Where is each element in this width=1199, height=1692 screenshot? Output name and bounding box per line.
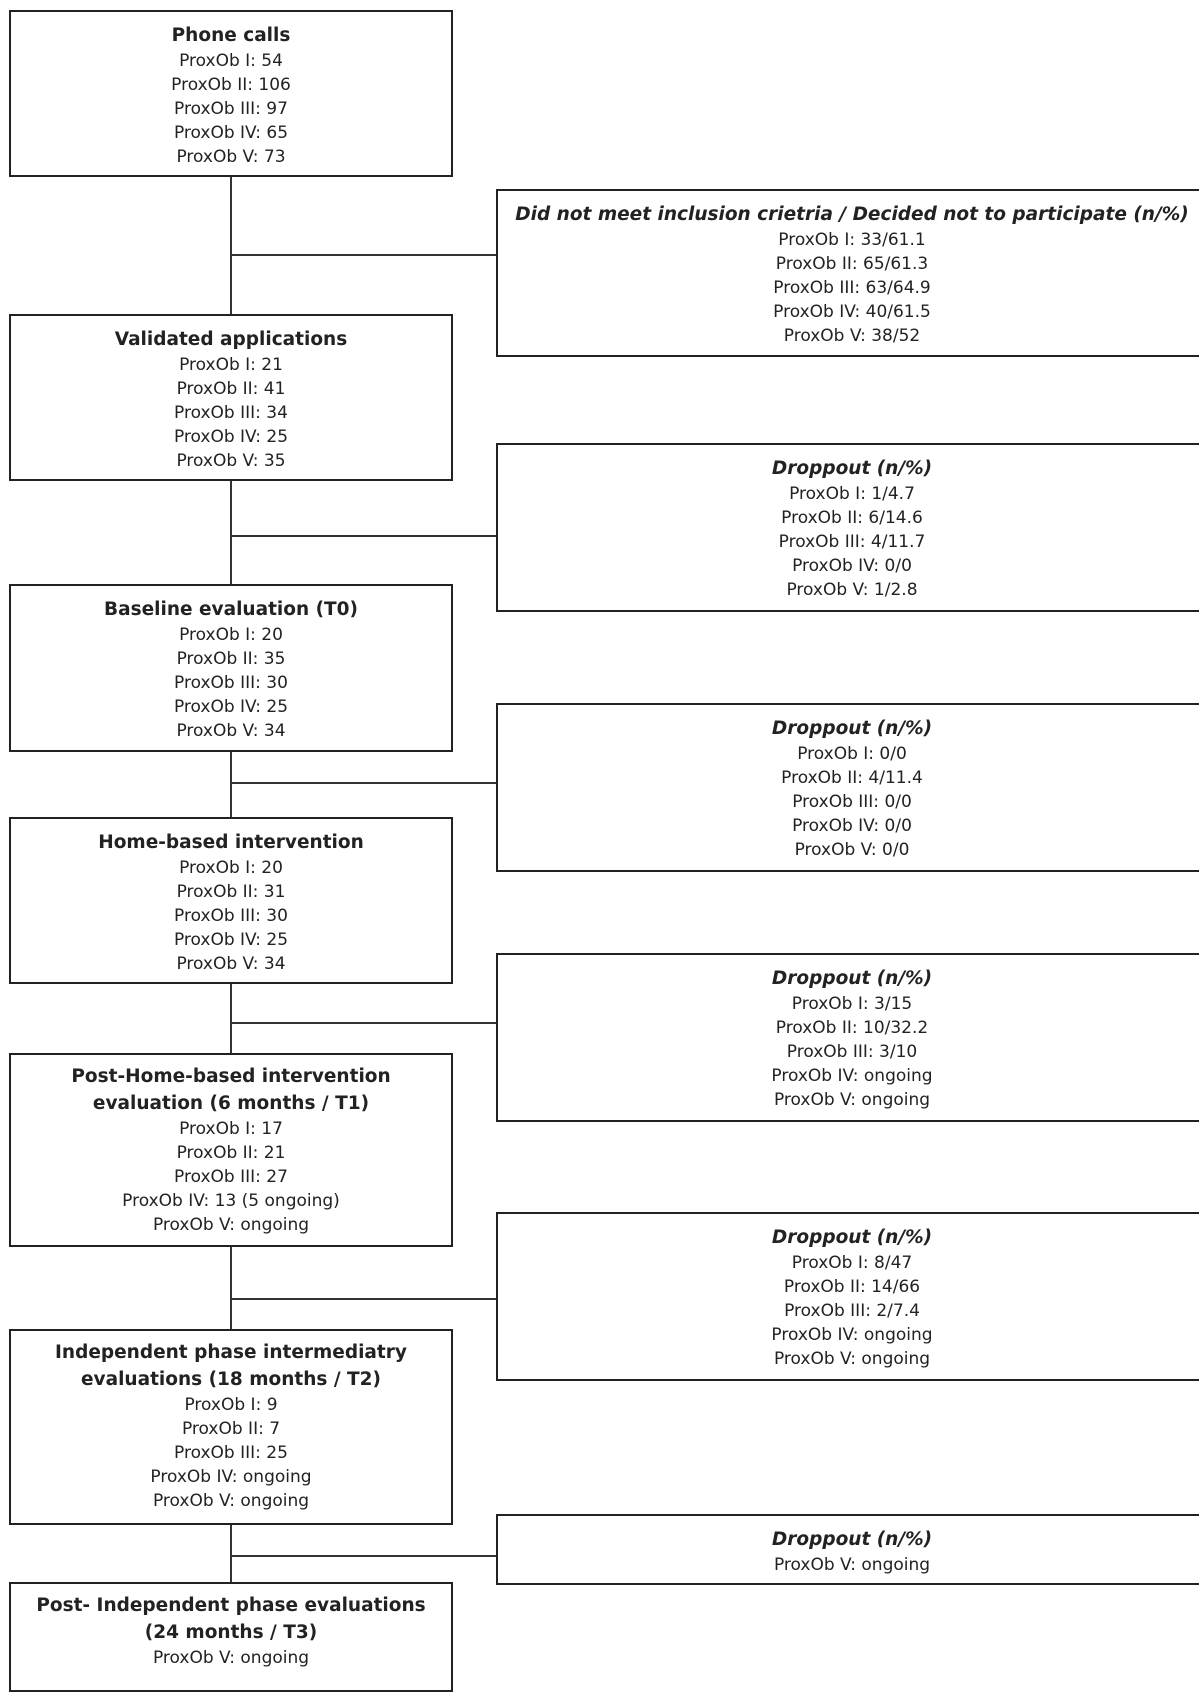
box-line: ProxOb V: ongoing bbox=[773, 1349, 931, 1369]
connector-line bbox=[230, 254, 497, 256]
dropout-box: Droppout (n/%) ProxOb I: 1/4.7 ProxOb II… bbox=[496, 443, 1199, 612]
box-line: ProxOb I: 1/4.7 bbox=[789, 484, 915, 504]
connector-line bbox=[230, 480, 232, 584]
intermediary-evaluations-box: Independent phase intermediatry evaluati… bbox=[9, 1329, 453, 1525]
box-line: ProxOb II: 6/14.6 bbox=[781, 508, 923, 528]
box-line: ProxOb II: 41 bbox=[176, 379, 286, 399]
box-line: ProxOb I: 20 bbox=[179, 858, 283, 878]
exclusion-box: Did not meet inclusion crietria / Decide… bbox=[496, 189, 1199, 357]
box-line: ProxOb IV: ongoing bbox=[771, 1066, 933, 1086]
post-intervention-evaluation-box: Post-Home-based intervention evaluation … bbox=[9, 1053, 453, 1247]
box-title: Droppout (n/%) bbox=[771, 1227, 933, 1248]
box-line: ProxOb II: 65/61.3 bbox=[775, 254, 929, 274]
box-line: ProxOb V: 34 bbox=[176, 721, 286, 741]
box-line: ProxOb IV: 25 bbox=[173, 427, 289, 447]
box-line: ProxOb II: 10/32.2 bbox=[775, 1018, 929, 1038]
box-line: ProxOb IV: 13 (5 ongoing) bbox=[122, 1191, 340, 1211]
connector-line bbox=[230, 1555, 497, 1557]
box-line: ProxOb III: 30 bbox=[174, 673, 288, 693]
box-line: ProxOb V: 1/2.8 bbox=[786, 580, 918, 600]
box-line: ProxOb III: 97 bbox=[174, 99, 288, 119]
box-line: ProxOb V: 35 bbox=[176, 451, 286, 471]
connector-line bbox=[230, 535, 497, 537]
box-line: ProxOb I: 17 bbox=[179, 1119, 283, 1139]
box-line: ProxOb I: 8/47 bbox=[791, 1253, 913, 1273]
box-line: ProxOb IV: 65 bbox=[173, 123, 289, 143]
connector-line bbox=[230, 1298, 497, 1300]
box-line: ProxOb I: 20 bbox=[179, 625, 283, 645]
box-line: ProxOb V: ongoing bbox=[773, 1555, 931, 1575]
validated-applications-box: Validated applications ProxOb I: 21 Prox… bbox=[9, 314, 453, 481]
box-title: Droppout (n/%) bbox=[771, 718, 933, 739]
box-line: ProxOb V: ongoing bbox=[152, 1215, 310, 1235]
box-line: ProxOb IV: 25 bbox=[173, 697, 289, 717]
box-title: Droppout (n/%) bbox=[771, 458, 933, 479]
box-line: ProxOb III: 34 bbox=[174, 403, 288, 423]
box-title: Home-based intervention bbox=[98, 832, 364, 853]
box-title: Droppout (n/%) bbox=[771, 1529, 933, 1550]
box-line: ProxOb IV: 0/0 bbox=[792, 556, 912, 576]
box-title: Phone calls bbox=[171, 25, 291, 46]
connector-line bbox=[230, 1524, 232, 1583]
box-line: ProxOb II: 21 bbox=[176, 1143, 286, 1163]
box-line: ProxOb III: 0/0 bbox=[792, 792, 912, 812]
box-line: ProxOb IV: 0/0 bbox=[792, 816, 912, 836]
box-line: ProxOb V: 38/52 bbox=[783, 326, 921, 346]
box-line: ProxOb I: 33/61.1 bbox=[778, 230, 926, 250]
connector-line bbox=[230, 1246, 232, 1330]
box-line: ProxOb III: 4/11.7 bbox=[778, 532, 926, 552]
box-line: ProxOb I: 0/0 bbox=[797, 744, 907, 764]
box-line: ProxOb V: ongoing bbox=[152, 1648, 310, 1668]
box-line: ProxOb II: 14/66 bbox=[783, 1277, 921, 1297]
box-line: ProxOb V: ongoing bbox=[152, 1491, 310, 1511]
box-title: Did not meet inclusion crietria / Decide… bbox=[515, 204, 1189, 225]
dropout-box: Droppout (n/%) ProxOb I: 0/0 ProxOb II: … bbox=[496, 703, 1199, 872]
connector-line bbox=[230, 1022, 497, 1024]
box-title: Post-Home-based intervention evaluation … bbox=[71, 1066, 391, 1114]
phone-calls-box: Phone calls ProxOb I: 54 ProxOb II: 106 … bbox=[9, 10, 453, 177]
box-line: ProxOb V: 73 bbox=[176, 147, 286, 167]
connector-line bbox=[230, 176, 232, 315]
post-independent-evaluations-box: Post- Independent phase evaluations (24 … bbox=[9, 1582, 453, 1692]
box-line: ProxOb II: 7 bbox=[181, 1419, 281, 1439]
box-line: ProxOb III: 30 bbox=[174, 906, 288, 926]
box-line: ProxOb II: 4/11.4 bbox=[781, 768, 923, 788]
dropout-box: Droppout (n/%) ProxOb I: 3/15 ProxOb II:… bbox=[496, 953, 1199, 1122]
box-line: ProxOb IV: 40/61.5 bbox=[773, 302, 931, 322]
box-line: ProxOb V: ongoing bbox=[773, 1090, 931, 1110]
connector-line bbox=[230, 751, 232, 818]
connector-line bbox=[230, 782, 497, 784]
connector-line bbox=[230, 983, 232, 1054]
box-line: ProxOb III: 2/7.4 bbox=[784, 1301, 920, 1321]
box-line: ProxOb II: 35 bbox=[176, 649, 286, 669]
box-line: ProxOb II: 31 bbox=[176, 882, 286, 902]
box-title: Post- Independent phase evaluations (24 … bbox=[36, 1595, 426, 1643]
box-line: ProxOb IV: ongoing bbox=[150, 1467, 312, 1487]
box-title: Validated applications bbox=[114, 329, 348, 350]
dropout-box: Droppout (n/%) ProxOb I: 8/47 ProxOb II:… bbox=[496, 1212, 1199, 1381]
box-line: ProxOb IV: ongoing bbox=[771, 1325, 933, 1345]
home-based-intervention-box: Home-based intervention ProxOb I: 20 Pro… bbox=[9, 817, 453, 984]
box-line: ProxOb III: 63/64.9 bbox=[773, 278, 931, 298]
box-line: ProxOb III: 27 bbox=[174, 1167, 288, 1187]
baseline-evaluation-box: Baseline evaluation (T0) ProxOb I: 20 Pr… bbox=[9, 584, 453, 752]
box-line: ProxOb I: 54 bbox=[179, 51, 283, 71]
dropout-box: Droppout (n/%) ProxOb V: ongoing bbox=[496, 1514, 1199, 1585]
box-line: ProxOb I: 21 bbox=[179, 355, 283, 375]
box-line: ProxOb V: 34 bbox=[176, 954, 286, 974]
box-line: ProxOb V: 0/0 bbox=[794, 840, 910, 860]
box-line: ProxOb III: 3/10 bbox=[786, 1042, 918, 1062]
box-line: ProxOb I: 3/15 bbox=[791, 994, 913, 1014]
box-line: ProxOb II: 106 bbox=[171, 75, 291, 95]
box-title: Independent phase intermediatry evaluati… bbox=[55, 1342, 407, 1390]
box-line: ProxOb IV: 25 bbox=[173, 930, 289, 950]
box-title: Baseline evaluation (T0) bbox=[104, 599, 358, 620]
box-title: Droppout (n/%) bbox=[771, 968, 933, 989]
box-line: ProxOb I: 9 bbox=[184, 1395, 278, 1415]
box-line: ProxOb III: 25 bbox=[174, 1443, 288, 1463]
